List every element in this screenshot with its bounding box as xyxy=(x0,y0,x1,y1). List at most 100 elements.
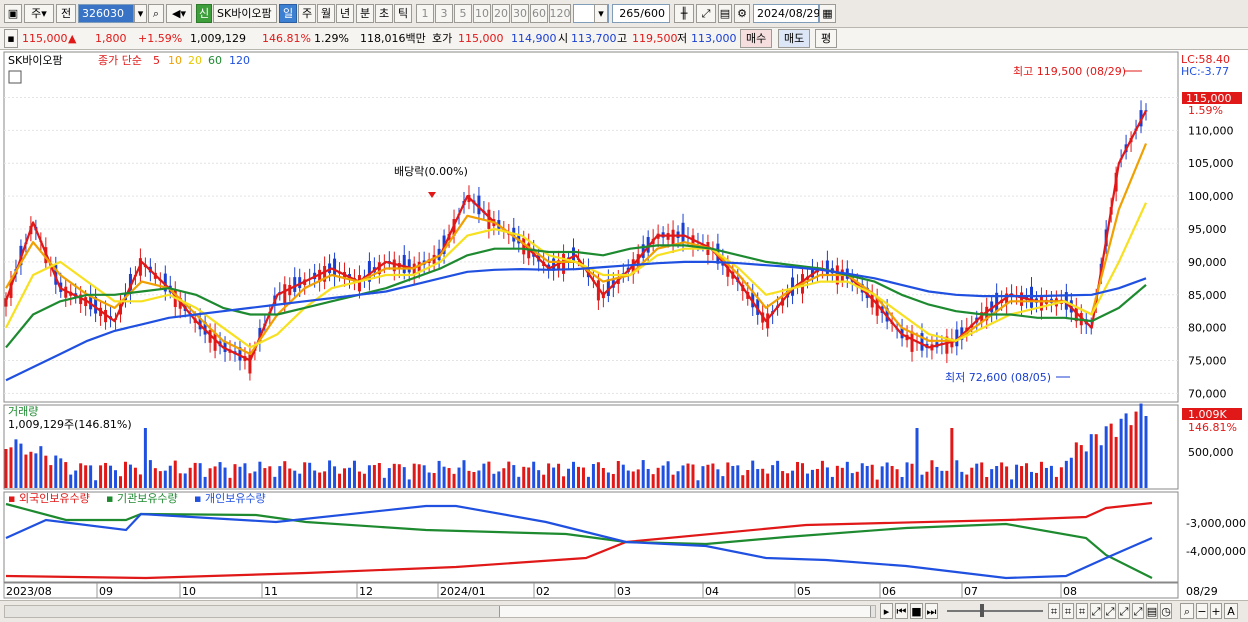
zoom-out-icon[interactable]: − xyxy=(1196,603,1208,619)
volume-bar xyxy=(427,472,431,488)
period-year[interactable]: 년 xyxy=(336,4,354,23)
calendar-icon[interactable]: ▦ xyxy=(819,4,836,23)
volume-bar xyxy=(447,468,451,488)
sell-button[interactable]: 매도 xyxy=(778,29,811,48)
interval-5[interactable]: 5 xyxy=(454,4,472,23)
volume-bar xyxy=(432,473,436,488)
volume-bar xyxy=(263,468,267,488)
period-minute[interactable]: 분 xyxy=(356,4,374,23)
candle-body xyxy=(527,243,531,259)
volume-bar xyxy=(94,480,98,488)
count-display[interactable]: 265/600 xyxy=(612,4,670,23)
tool-icon-1[interactable]: ⌗ xyxy=(1048,603,1060,619)
candle-icon[interactable]: ╫ xyxy=(674,4,694,23)
volume-bar xyxy=(985,476,989,488)
quote-menu-icon[interactable]: ▪ xyxy=(4,29,18,48)
period-second[interactable]: 초 xyxy=(375,4,393,23)
interval-120[interactable]: 120 xyxy=(549,4,571,23)
volume-bar xyxy=(293,470,297,488)
interval-3[interactable]: 3 xyxy=(435,4,453,23)
search-icon[interactable]: ⌕ xyxy=(148,4,164,23)
interval-1[interactable]: 1 xyxy=(416,4,434,23)
period-week[interactable]: 주 xyxy=(298,4,316,23)
interval-60[interactable]: 60 xyxy=(530,4,548,23)
volume-bar xyxy=(830,476,834,488)
interval-20[interactable]: 20 xyxy=(492,4,510,23)
save-icon[interactable]: ▤ xyxy=(718,4,732,23)
zoom-slider-thumb[interactable] xyxy=(980,604,984,617)
font-size-icon[interactable]: A xyxy=(1224,603,1238,619)
volume-bar xyxy=(333,466,337,488)
period-day[interactable]: 일 xyxy=(279,4,297,23)
drawing-tool-icon-4[interactable]: ⤢ xyxy=(1132,603,1144,619)
candle-body xyxy=(283,284,287,303)
interval-10[interactable]: 10 xyxy=(473,4,491,23)
candle-body xyxy=(437,248,441,261)
price-change: 1,800 xyxy=(95,32,127,45)
volume-bar xyxy=(343,468,347,488)
price-tick-label: 105,000 xyxy=(1188,157,1234,170)
volume-bar xyxy=(1049,465,1053,488)
volume-bar xyxy=(153,468,157,488)
interval-30[interactable]: 30 xyxy=(511,4,529,23)
drawing-tool-icon-2[interactable]: ⤢ xyxy=(1104,603,1116,619)
volume-bar xyxy=(228,477,232,488)
candle-body xyxy=(357,275,361,292)
candle-body xyxy=(392,259,396,272)
period-tick[interactable]: 틱 xyxy=(394,4,412,23)
speaker-icon[interactable]: ◀▾ xyxy=(166,4,192,23)
date-input[interactable]: 2024/08/29 xyxy=(753,4,820,23)
volume-bar xyxy=(243,463,247,488)
code-dropdown-icon[interactable]: ▾ xyxy=(134,4,147,23)
volume-bar xyxy=(616,461,620,488)
volume-bar xyxy=(741,475,745,488)
candle-body xyxy=(1039,295,1043,311)
candle-body xyxy=(94,296,98,314)
trade-amount: 118,016백만 xyxy=(360,32,426,45)
volume-bar xyxy=(1000,462,1004,488)
stock-chart[interactable]: 115,000 110,000 105,000 100,000 95,000 90,000… xyxy=(0,50,1248,600)
tool-icon-2[interactable]: ⌗ xyxy=(1062,603,1074,619)
period-month[interactable]: 월 xyxy=(317,4,335,23)
candle-body xyxy=(223,342,227,352)
interval-dropdown-icon[interactable]: ▾ xyxy=(594,4,608,23)
window-menu-icon[interactable]: ▣ xyxy=(4,4,22,23)
volume-bar xyxy=(357,471,361,488)
tool-icon-3[interactable]: ⌗ xyxy=(1076,603,1088,619)
volume-bar xyxy=(756,469,760,488)
last-price-label: 115,000 xyxy=(1186,92,1232,105)
volume-bar xyxy=(1069,457,1073,488)
high-label: 고 xyxy=(617,32,628,45)
stock-code-input[interactable]: 326030 xyxy=(78,4,134,23)
magnifier-icon[interactable]: ⌕ xyxy=(1180,603,1194,619)
horizontal-scrollbar[interactable] xyxy=(4,605,876,618)
bottom-bar: ▸ ⏮ ■ ⏭ ⌗ ⌗ ⌗ ⤢ ⤢ ⤢ ⤢ ▤ ◷ ⌕ − + A xyxy=(0,600,1248,622)
last-page-icon[interactable]: ⏭ xyxy=(925,603,938,619)
first-page-icon[interactable]: ⏮ xyxy=(895,603,908,619)
drawing-tool-icon[interactable]: ⤢ xyxy=(1090,603,1102,619)
scroll-right-icon[interactable]: ▸ xyxy=(880,603,893,619)
clock-icon[interactable]: ◷ xyxy=(1160,603,1172,619)
market-select[interactable]: 주 ▾ xyxy=(24,4,54,23)
volume-bar xyxy=(109,465,113,488)
volume-bar xyxy=(203,476,207,488)
zoom-slider[interactable] xyxy=(947,610,1043,612)
volume-bar xyxy=(870,464,874,488)
calendar-small-icon[interactable] xyxy=(8,70,22,84)
buy-button[interactable]: 매수 xyxy=(740,29,773,48)
volume-last-pct: 146.81% xyxy=(1188,421,1237,434)
volume-bar xyxy=(487,461,491,488)
gear-icon[interactable]: ⚙ xyxy=(734,4,750,23)
prev-button[interactable]: 전 xyxy=(56,4,76,23)
line-tool-icon[interactable]: ⤢ xyxy=(696,4,716,23)
scroll-thumb[interactable] xyxy=(499,606,871,617)
zoom-in-icon[interactable]: + xyxy=(1210,603,1222,619)
low-price: 113,000 xyxy=(691,32,737,45)
high-annotation: 최고 119,500 (08/29) xyxy=(1013,65,1126,78)
volume-bar xyxy=(178,473,182,488)
drawing-tool-icon-3[interactable]: ⤢ xyxy=(1118,603,1130,619)
save-image-icon[interactable]: ▤ xyxy=(1146,603,1158,619)
eval-button[interactable]: 평 xyxy=(815,29,838,48)
stop-icon[interactable]: ■ xyxy=(910,603,923,619)
holding-legend-individual: ▪ 개인보유수량 xyxy=(194,492,266,505)
